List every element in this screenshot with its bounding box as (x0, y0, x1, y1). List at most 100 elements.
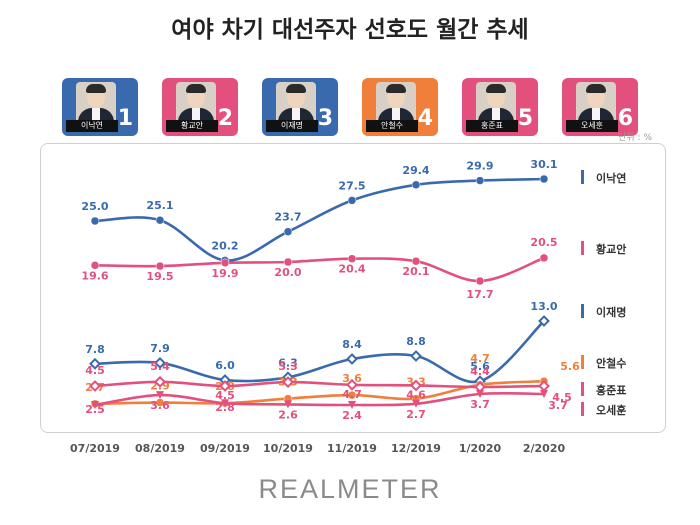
candidate-name: 오세훈 (566, 120, 618, 132)
data-point (347, 196, 357, 205)
candidate-name: 황교안 (166, 120, 218, 132)
portrait-image (376, 82, 416, 124)
x-tick-label: 1/2020 (459, 442, 502, 455)
data-label: 8.8 (406, 335, 426, 348)
data-point (346, 378, 358, 391)
legend-label: 안철수 (596, 356, 626, 370)
candidate-card: 안철수 4 (362, 78, 438, 136)
data-label: 19.5 (146, 270, 173, 283)
data-point (475, 276, 485, 286)
data-label: 29.9 (466, 160, 493, 173)
data-label: 2.8 (215, 401, 235, 414)
candidate-card: 이낙연 1 (62, 78, 138, 136)
data-point (284, 400, 292, 409)
data-label: 25.1 (146, 199, 173, 212)
data-label: 7.9 (150, 342, 170, 355)
data-label: 19.9 (211, 267, 238, 280)
brand-logo: REALMETER (258, 474, 442, 504)
data-point (346, 353, 358, 365)
data-point (221, 399, 229, 408)
candidate-rank: 4 (417, 106, 433, 131)
unit-note: 단위 : % (618, 133, 652, 143)
legend-marker (581, 355, 584, 369)
candidate-card: 홍준표 5 (462, 78, 538, 136)
data-point (156, 391, 164, 400)
data-label: 4.4 (470, 365, 490, 378)
data-point (540, 390, 548, 398)
data-label: 4.6 (406, 388, 426, 401)
data-point (155, 215, 165, 225)
data-label: 20.1 (402, 265, 429, 278)
data-label: 20.5 (530, 236, 557, 249)
data-label: 25.0 (81, 200, 108, 213)
data-label: 2.7 (406, 408, 426, 421)
data-point (412, 399, 420, 408)
data-label: 27.5 (338, 179, 365, 192)
legend-label: 황교안 (596, 242, 626, 256)
data-label: 4.5 (552, 391, 572, 404)
candidate-rank: 1 (117, 106, 133, 131)
data-point (411, 256, 421, 266)
data-point (475, 176, 485, 185)
data-point (538, 315, 550, 327)
candidate-card: 오세훈 6 (562, 78, 638, 136)
x-tick-label: 07/2019 (70, 442, 120, 455)
data-point (91, 401, 99, 409)
data-label: 5.3 (278, 360, 298, 373)
portrait-image (176, 82, 216, 124)
legend-label: 이낙연 (596, 171, 626, 185)
x-tick-label: 12/2019 (391, 442, 441, 455)
candidate-name: 이재명 (266, 120, 318, 132)
x-tick-label: 2/2020 (523, 442, 566, 455)
data-label: 17.7 (466, 288, 493, 301)
legend-marker (581, 304, 584, 318)
candidate-name: 이낙연 (66, 120, 118, 132)
x-tick-label: 10/2019 (263, 442, 313, 455)
data-label: 3.7 (470, 398, 490, 411)
data-label: 4.5 (215, 389, 235, 402)
data-label: 20.0 (274, 266, 301, 279)
series-line (94, 391, 545, 407)
candidate-rank: 3 (317, 106, 333, 131)
data-label: 19.6 (81, 269, 108, 282)
data-label: 6.0 (215, 359, 235, 372)
data-point (476, 390, 484, 398)
data-label: 3.6 (342, 372, 362, 385)
data-point (347, 254, 357, 263)
legend-marker (581, 382, 584, 396)
data-point (539, 253, 549, 263)
data-point (347, 390, 357, 400)
x-tick-label: 09/2019 (200, 442, 250, 455)
series-line (94, 256, 545, 283)
legend-label: 이재명 (596, 305, 626, 319)
x-tick-label: 08/2019 (135, 442, 185, 455)
data-point (220, 258, 230, 268)
chart-title: 여야 차기 대선주자 선호도 월간 추세 (171, 17, 529, 43)
candidate-card: 황교안 2 (162, 78, 238, 136)
data-label: 29.4 (402, 164, 429, 177)
data-label: 4.7 (342, 388, 362, 401)
data-label: 3.6 (150, 399, 170, 412)
data-label: 4.7 (470, 352, 490, 365)
data-label: 5.4 (150, 360, 170, 373)
candidate-rank: 2 (217, 106, 233, 131)
data-label: 20.4 (338, 263, 365, 276)
data-label: 2.5 (85, 403, 105, 416)
data-label: 6.3 (278, 356, 298, 369)
legend-marker (581, 402, 584, 416)
candidate-name: 홍준표 (466, 120, 518, 132)
data-point (539, 174, 549, 184)
data-point (283, 257, 293, 267)
data-label: 13.0 (530, 300, 557, 313)
data-point (154, 356, 166, 369)
legend-marker (581, 241, 584, 255)
data-label: 8.4 (342, 338, 362, 351)
data-label: 2.6 (278, 408, 298, 421)
data-label: 30.1 (530, 158, 557, 171)
data-point (410, 379, 422, 392)
data-point (411, 180, 421, 190)
data-point (283, 227, 293, 236)
data-point (348, 401, 356, 409)
candidate-rank: 6 (617, 106, 633, 131)
